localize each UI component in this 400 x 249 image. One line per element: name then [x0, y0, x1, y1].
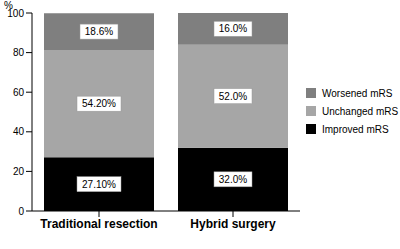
svg-text:80: 80: [13, 47, 25, 58]
svg-text:16.0%: 16.0%: [219, 23, 247, 34]
html-text:Worsened mRS: Worsened mRS: [322, 87, 393, 99]
svg-text:32.0%: 32.0%: [219, 174, 247, 185]
html-text:Improved mRS: Improved mRS: [322, 123, 389, 135]
svg-text:40: 40: [13, 126, 25, 137]
svg-text:60: 60: [13, 87, 25, 98]
svg-text:54.20%: 54.20%: [82, 98, 116, 109]
svg-text:18.6%: 18.6%: [85, 26, 113, 37]
svg-text:Traditional resection: Traditional resection: [40, 217, 157, 231]
svg-text:27.10%: 27.10%: [82, 179, 116, 190]
svg-text:0: 0: [18, 206, 24, 217]
svg-text:20: 20: [13, 166, 25, 177]
svg-text:Hybrid surgery: Hybrid surgery: [190, 217, 276, 231]
html-text:Unchanged mRS: Unchanged mRS: [322, 105, 399, 117]
svg-text:52.0%: 52.0%: [219, 91, 247, 102]
